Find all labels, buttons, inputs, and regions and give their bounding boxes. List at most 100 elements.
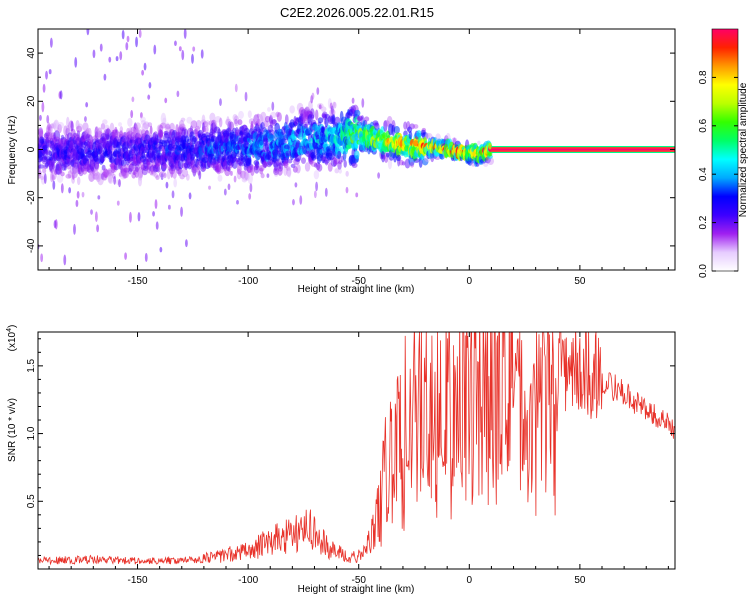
spectrogram-cell [215, 163, 221, 172]
spectrogram-cell [287, 166, 292, 178]
spectrogram-cell [55, 163, 63, 176]
spectrogram-cell [247, 172, 253, 185]
spectrogram-cell [116, 200, 120, 206]
spectrogram-cell [316, 87, 320, 95]
spectrogram-cell [107, 169, 111, 175]
spectrogram-cell [292, 199, 295, 206]
spectrogram-cell [200, 119, 207, 125]
spectrogram-cell [172, 169, 177, 179]
spectrogram-cell [383, 120, 388, 132]
spectrogram-cell [81, 130, 89, 140]
spectrogram-cell [299, 195, 303, 205]
spectrogram-cell [120, 165, 128, 177]
x-tick-label: -100 [238, 276, 258, 287]
spectrogram-cell [270, 119, 273, 129]
spectrogram-cell [287, 158, 293, 164]
spectrogram-cell [118, 179, 121, 188]
spectrogram-cell [75, 137, 81, 142]
snr-xlabel: Height of straight line (km) [298, 584, 415, 595]
spectrogram-cell [178, 119, 185, 131]
spectrogram-cell [85, 127, 90, 139]
spectrogram-cell [102, 168, 109, 178]
spectrogram-cell [177, 158, 184, 170]
y-tick-label: -40 [26, 238, 37, 253]
x-tick-label: -50 [351, 276, 366, 287]
spectrogram-cell [109, 122, 115, 134]
spectrogram-cell [69, 136, 74, 144]
spectrogram-cell [133, 130, 139, 137]
spectrogram-cell [306, 110, 313, 116]
spectrogram-cell [383, 120, 390, 127]
spectrogram-cell [96, 224, 100, 233]
spectrogram-cell [100, 123, 106, 130]
spectrogram-cell [236, 164, 242, 175]
spectrogram-cell [393, 125, 400, 134]
spectrogram-cell [236, 199, 239, 205]
spectrogram-cell [146, 159, 150, 170]
spectrogram-cell [164, 126, 172, 131]
spectrogram-cell [351, 162, 358, 169]
spectrogram-cell [83, 163, 90, 172]
colorbar-label: Normalized spectral amplitude [738, 82, 749, 217]
spectrogram-cell [487, 157, 495, 166]
spectrogram-cell [66, 116, 70, 129]
spectrogram-cell [422, 158, 429, 166]
spectrogram-cell [47, 126, 51, 134]
spectrogram-cell [230, 170, 233, 176]
spectrogram-cell [249, 183, 253, 193]
spectrogram-cell [38, 170, 42, 179]
spectrogram-cell [247, 110, 252, 119]
spectrogram-cell [233, 115, 240, 127]
spectrogram-cell [178, 46, 182, 52]
spectrogram-cell [91, 166, 95, 172]
spectrogram-cell [139, 168, 144, 179]
spectrogram-cell [128, 127, 133, 139]
spectrogram-cell [142, 121, 150, 130]
spectrogram-cell [258, 165, 265, 172]
spectrogram-cell [248, 193, 252, 200]
spectrogram-cell [121, 171, 127, 178]
spectrogram-cell [213, 126, 221, 134]
spectrogram-cell [266, 173, 270, 178]
spectrogram-cell [127, 130, 133, 138]
spectrogram-cell [338, 168, 342, 174]
spectrogram-cell [53, 130, 61, 142]
spectrogram-cell [241, 176, 248, 183]
spectrogram-cell [82, 134, 86, 142]
spectrogram-cell [92, 173, 100, 180]
spectrogram-cell [274, 168, 278, 173]
spectrogram-cell [86, 160, 90, 172]
spectrogram-cell [150, 164, 157, 177]
spectrogram-cell [133, 122, 137, 130]
spectrogram-cell [300, 114, 304, 122]
spectrogram-cell [73, 223, 76, 235]
spectrogram-cell [101, 173, 104, 180]
spectrogram-cell [102, 119, 108, 125]
spectrogram-cell [83, 146, 88, 155]
spectrogram-cell [152, 164, 158, 173]
spectrogram-cell [126, 35, 130, 43]
spectrogram-cell [76, 130, 81, 141]
colorbar-tick-label: 0.4 [698, 167, 709, 181]
spectrogram-cell [157, 129, 163, 139]
spectrogram-cell [97, 127, 103, 138]
spectrogram-cell [90, 171, 97, 181]
spectrogram-cell [209, 128, 214, 138]
spectrogram-cell [126, 127, 131, 137]
spectrogram-cell [396, 154, 402, 162]
spectrogram-cell [255, 160, 259, 171]
spectrogram-cell [203, 161, 211, 170]
spectrogram-cell [149, 125, 153, 135]
spectrogram-cell [311, 92, 315, 100]
spectrogram-cell [110, 165, 117, 171]
spectrogram-cell [98, 141, 104, 151]
spectrogram-cell [53, 119, 60, 132]
spectrogram-cell [42, 167, 47, 174]
spectrogram-cell [107, 168, 112, 176]
spectrogram-cell [88, 171, 95, 183]
spectrogram-cell [164, 122, 171, 133]
spectrogram-cell [170, 168, 174, 178]
spectrogram-cell [275, 111, 280, 118]
spectrogram-cell [150, 168, 154, 174]
spectrogram-cell [94, 126, 100, 137]
